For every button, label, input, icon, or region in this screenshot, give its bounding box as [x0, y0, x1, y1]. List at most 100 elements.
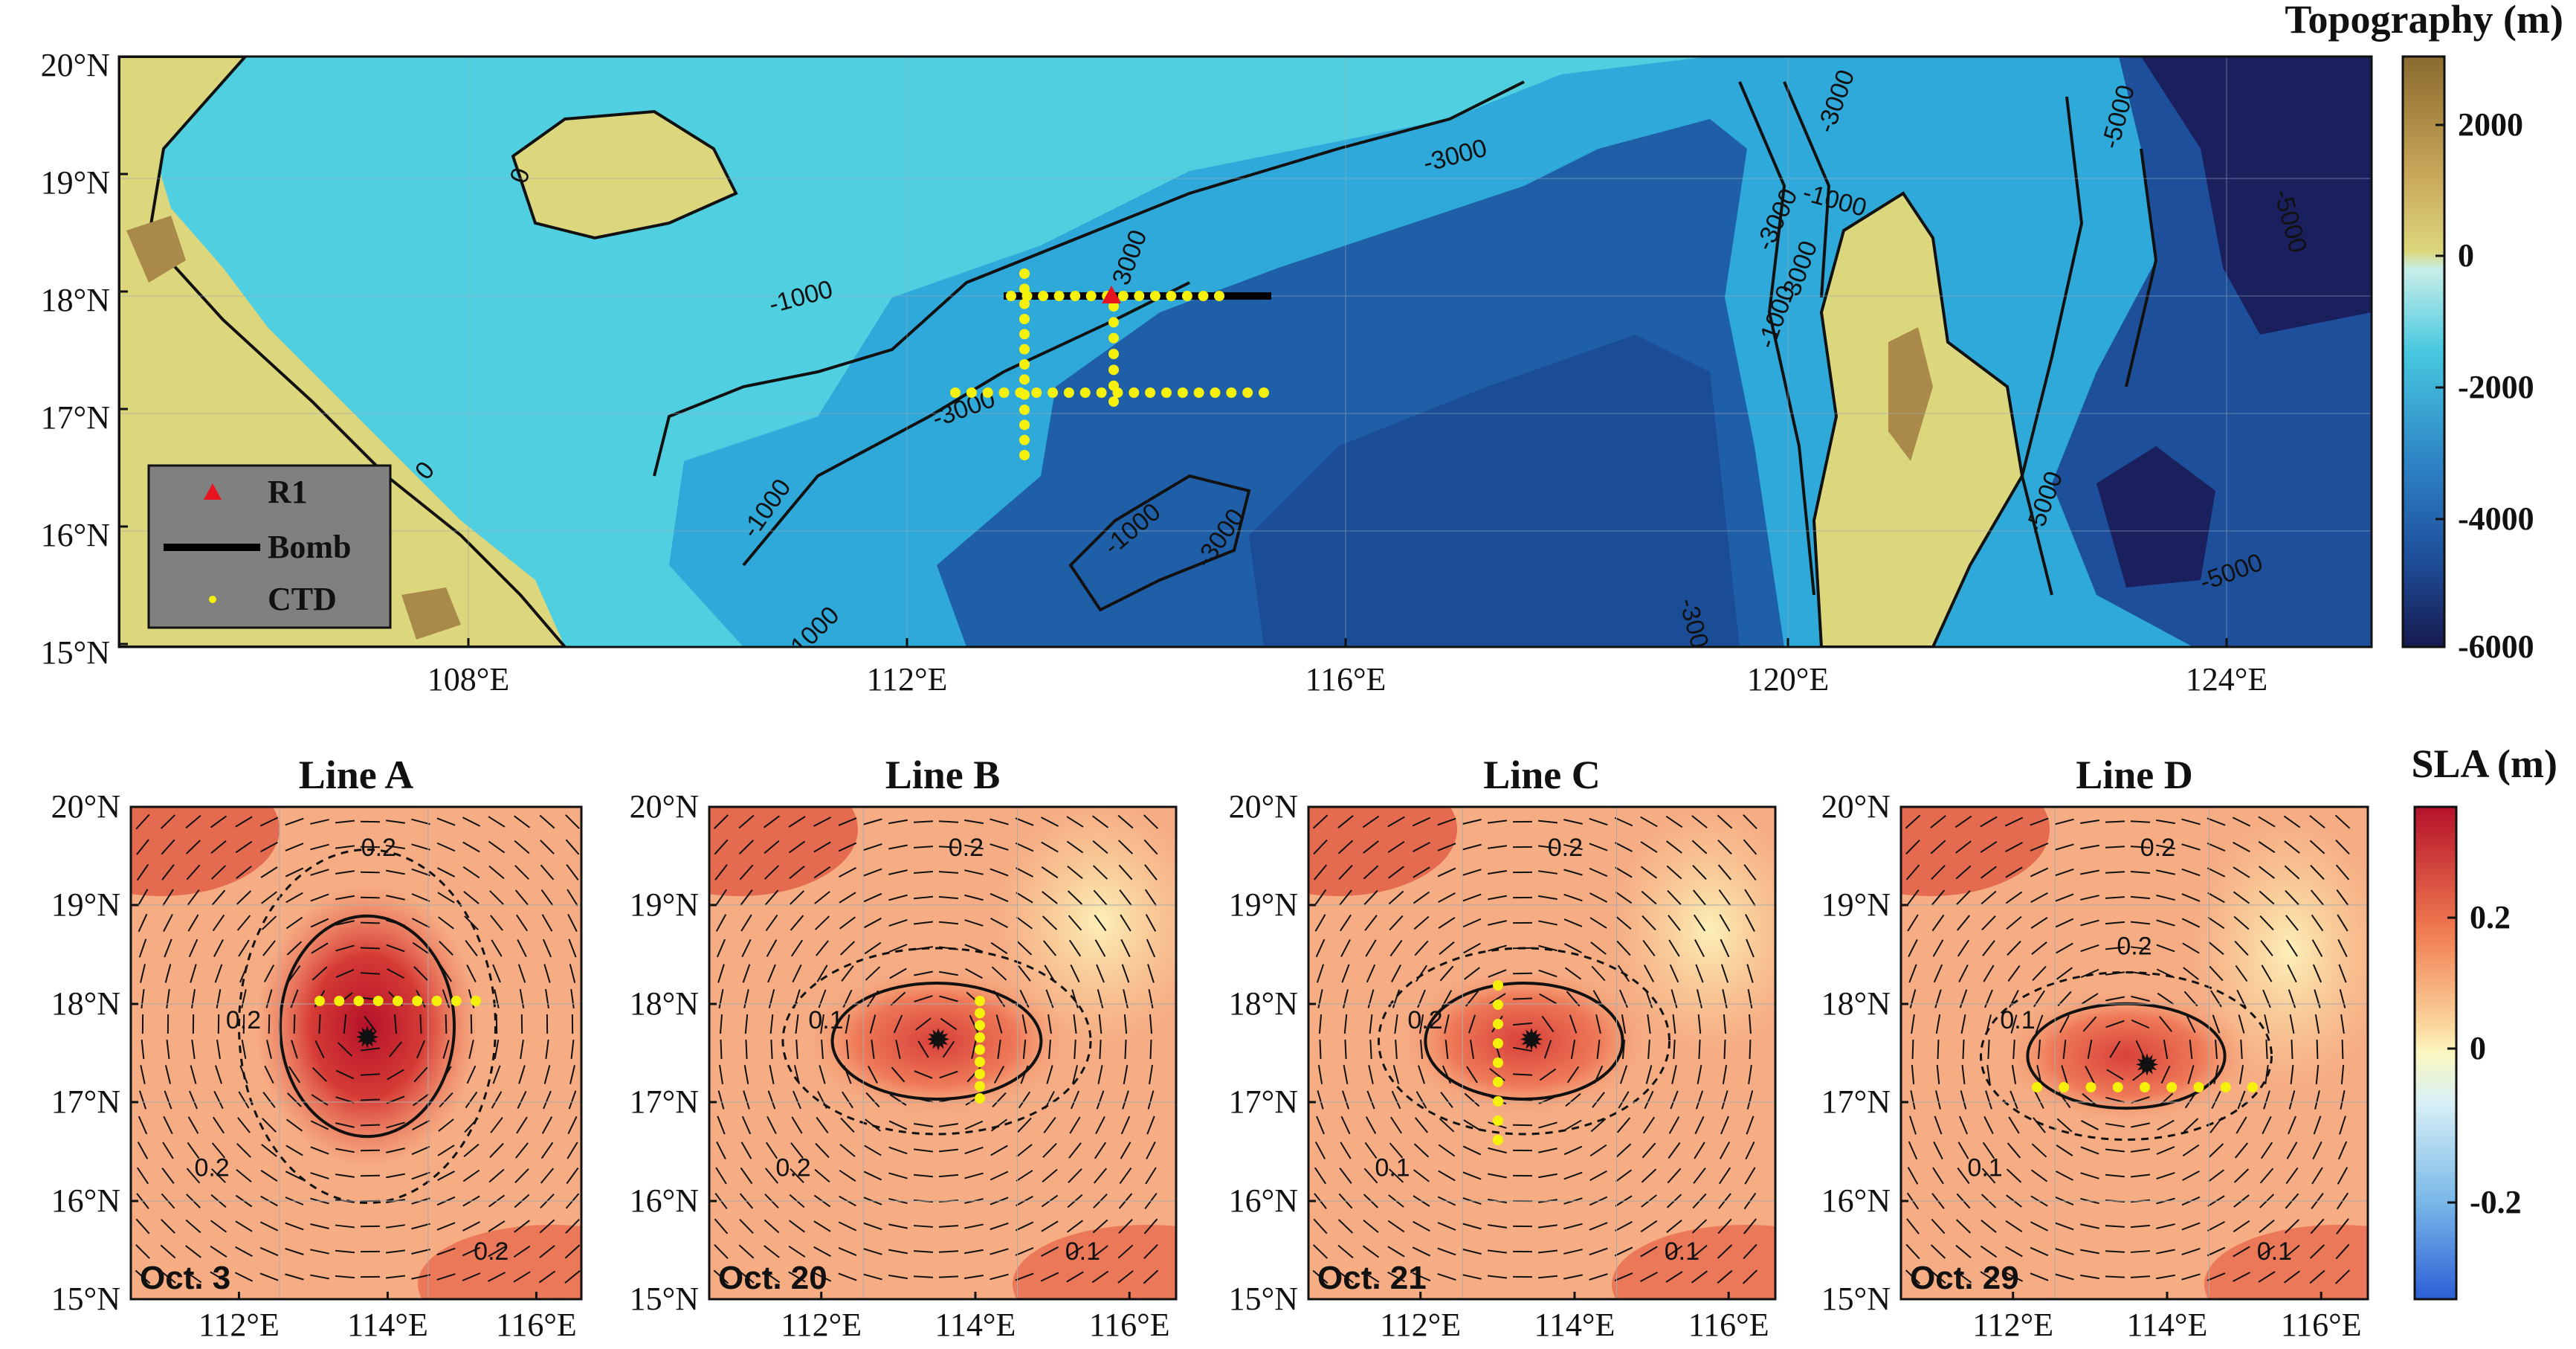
ctd-station — [1493, 980, 1503, 991]
ctd-station — [1145, 387, 1156, 398]
ctd-station — [998, 387, 1010, 398]
ctd-station — [1006, 291, 1016, 301]
ctd-station — [1108, 380, 1119, 391]
sla-contour-label: 0.1 — [1665, 1237, 1699, 1266]
panel-lat-label: 20°N — [630, 788, 699, 825]
sla-colorbar-tick: 0 — [2470, 1030, 2486, 1066]
cold-eddy — [996, 807, 1176, 1041]
ctd-station — [1019, 329, 1030, 340]
top-latitude-labels: 20°N 19°N 18°N 17°N 16°N 15°N — [41, 47, 128, 671]
eddy-center-marker: ✹ — [2134, 1049, 2160, 1082]
ctd-station — [1019, 283, 1030, 294]
topography-colorbar-tick: 2000 — [2458, 106, 2523, 143]
top-lat-label: 20°N — [41, 47, 110, 83]
ctd-station — [2166, 1082, 2178, 1092]
top-lat-label: 19°N — [41, 164, 110, 201]
panel-lat-label: 15°N — [1229, 1281, 1298, 1317]
ctd-station — [975, 996, 985, 1006]
ctd-station — [1134, 291, 1145, 301]
ctd-station — [353, 996, 364, 1006]
ctd-station — [1031, 387, 1042, 398]
ctd-station — [2112, 1082, 2123, 1092]
panel-title: Line B — [885, 753, 1001, 797]
top-lat-label: 17°N — [41, 399, 110, 436]
top-lon-label: 120°E — [1747, 661, 1829, 698]
ctd-station — [1019, 389, 1030, 400]
sla-panel: ✹ 0.2 0.1 0.1 0.1 0.2 Line D Oct. 29 20°N 19°N 18°… — [1821, 753, 2369, 1343]
ctd-station — [1259, 387, 1269, 398]
legend-ctd-symbol — [209, 596, 216, 603]
sla-colorbar-ticks: 0.2 0 -0.2 — [2447, 899, 2522, 1220]
ctd-station — [1214, 291, 1224, 301]
ctd-station — [975, 1008, 985, 1019]
ctd-station — [1493, 1038, 1503, 1049]
panel-lat-label: 15°N — [630, 1281, 699, 1317]
ctd-station — [1096, 387, 1107, 398]
sla-colorbar-title: SLA (m) — [2411, 741, 2557, 786]
ctd-station — [1210, 387, 1221, 398]
panel-lat-label: 16°N — [1821, 1182, 1891, 1219]
ctd-station — [1108, 364, 1119, 376]
ctd-station — [1108, 301, 1119, 312]
panel-lon-label: 116°E — [1089, 1307, 1170, 1343]
sla-contour-label: 0.2 — [949, 834, 984, 862]
panel-lat-label: 19°N — [1229, 886, 1298, 923]
panel-date: Oct. 29 — [1910, 1260, 2019, 1296]
panel-lon-label: 116°E — [496, 1307, 577, 1343]
panel-title: Line A — [299, 753, 414, 797]
sla-contour-label: 0.1 — [1065, 1237, 1100, 1266]
panel-lon-label: 116°E — [1688, 1307, 1769, 1343]
panel-date: Oct. 21 — [1317, 1260, 1427, 1296]
ctd-station — [1177, 387, 1188, 398]
topography-colorbar-ticks: 2000 0 -2000 -4000 -6000 — [2435, 106, 2534, 665]
panel-title: Line D — [2076, 753, 2193, 797]
panel-lat-label: 16°N — [51, 1182, 120, 1219]
ctd-station — [2220, 1082, 2231, 1092]
sla-contour-label: 0.2 — [226, 1006, 261, 1034]
ctd-station — [1149, 291, 1161, 301]
eddy-center-marker: ✹ — [926, 1023, 951, 1057]
ctd-station — [412, 996, 423, 1006]
ctd-station — [1108, 317, 1119, 328]
panel-lon-label: 114°E — [2127, 1307, 2208, 1343]
panel-lon-label: 116°E — [2281, 1307, 2362, 1343]
sla-panels: ✹ 0.2 0.2 0.2 0.2 Line A Oct. 3 20°N 19°N 18°N 17°… — [51, 753, 2369, 1343]
topography-colorbar — [2401, 55, 2446, 648]
ctd-station — [1242, 387, 1253, 398]
ctd-station — [451, 996, 462, 1006]
ctd-station — [1108, 396, 1119, 407]
ctd-station — [1181, 291, 1192, 301]
panel-lat-label: 15°N — [1821, 1281, 1891, 1317]
ctd-station — [975, 1081, 985, 1092]
top-lon-label: 124°E — [2186, 661, 2267, 698]
top-longitude-labels: 108°E 112°E 116°E 120°E 124°E — [427, 638, 2267, 698]
ctd-station — [1493, 1096, 1503, 1107]
ctd-station — [2059, 1082, 2070, 1092]
ctd-stations — [950, 268, 1269, 460]
panel-lon-label: 112°E — [1972, 1307, 2053, 1343]
ctd-station — [1019, 344, 1030, 355]
ctd-station — [1493, 1135, 1503, 1145]
legend-ctd-label: CTD — [268, 581, 337, 617]
ctd-station — [1038, 291, 1049, 301]
cold-eddy — [1613, 811, 1775, 1049]
ctd-station — [1063, 387, 1074, 398]
panel-lat-label: 16°N — [630, 1182, 699, 1219]
top-lat-label: 16°N — [41, 517, 110, 553]
ctd-station — [1493, 1115, 1503, 1126]
sla-contour-label: 0.2 — [361, 834, 396, 862]
ctd-station — [1085, 291, 1097, 301]
ctd-station — [975, 1093, 985, 1104]
ctd-station — [975, 1069, 985, 1080]
sla-panel: ✹ 0.2 0.1 0.2 0.1 Line B Oct. 20 20°N 19°N 18°N 17… — [630, 753, 1178, 1343]
panel-lat-label: 17°N — [51, 1084, 120, 1120]
warm-eddy — [256, 885, 479, 1168]
ctd-station — [1493, 1057, 1503, 1068]
panel-lat-label: 18°N — [1821, 985, 1891, 1022]
sla-contour-label: 0.1 — [2257, 1237, 2292, 1266]
ctd-station — [1019, 268, 1030, 279]
top-lon-label: 116°E — [1305, 661, 1387, 698]
ctd-station — [2032, 1082, 2042, 1092]
sla-colorbar — [2413, 805, 2458, 1301]
